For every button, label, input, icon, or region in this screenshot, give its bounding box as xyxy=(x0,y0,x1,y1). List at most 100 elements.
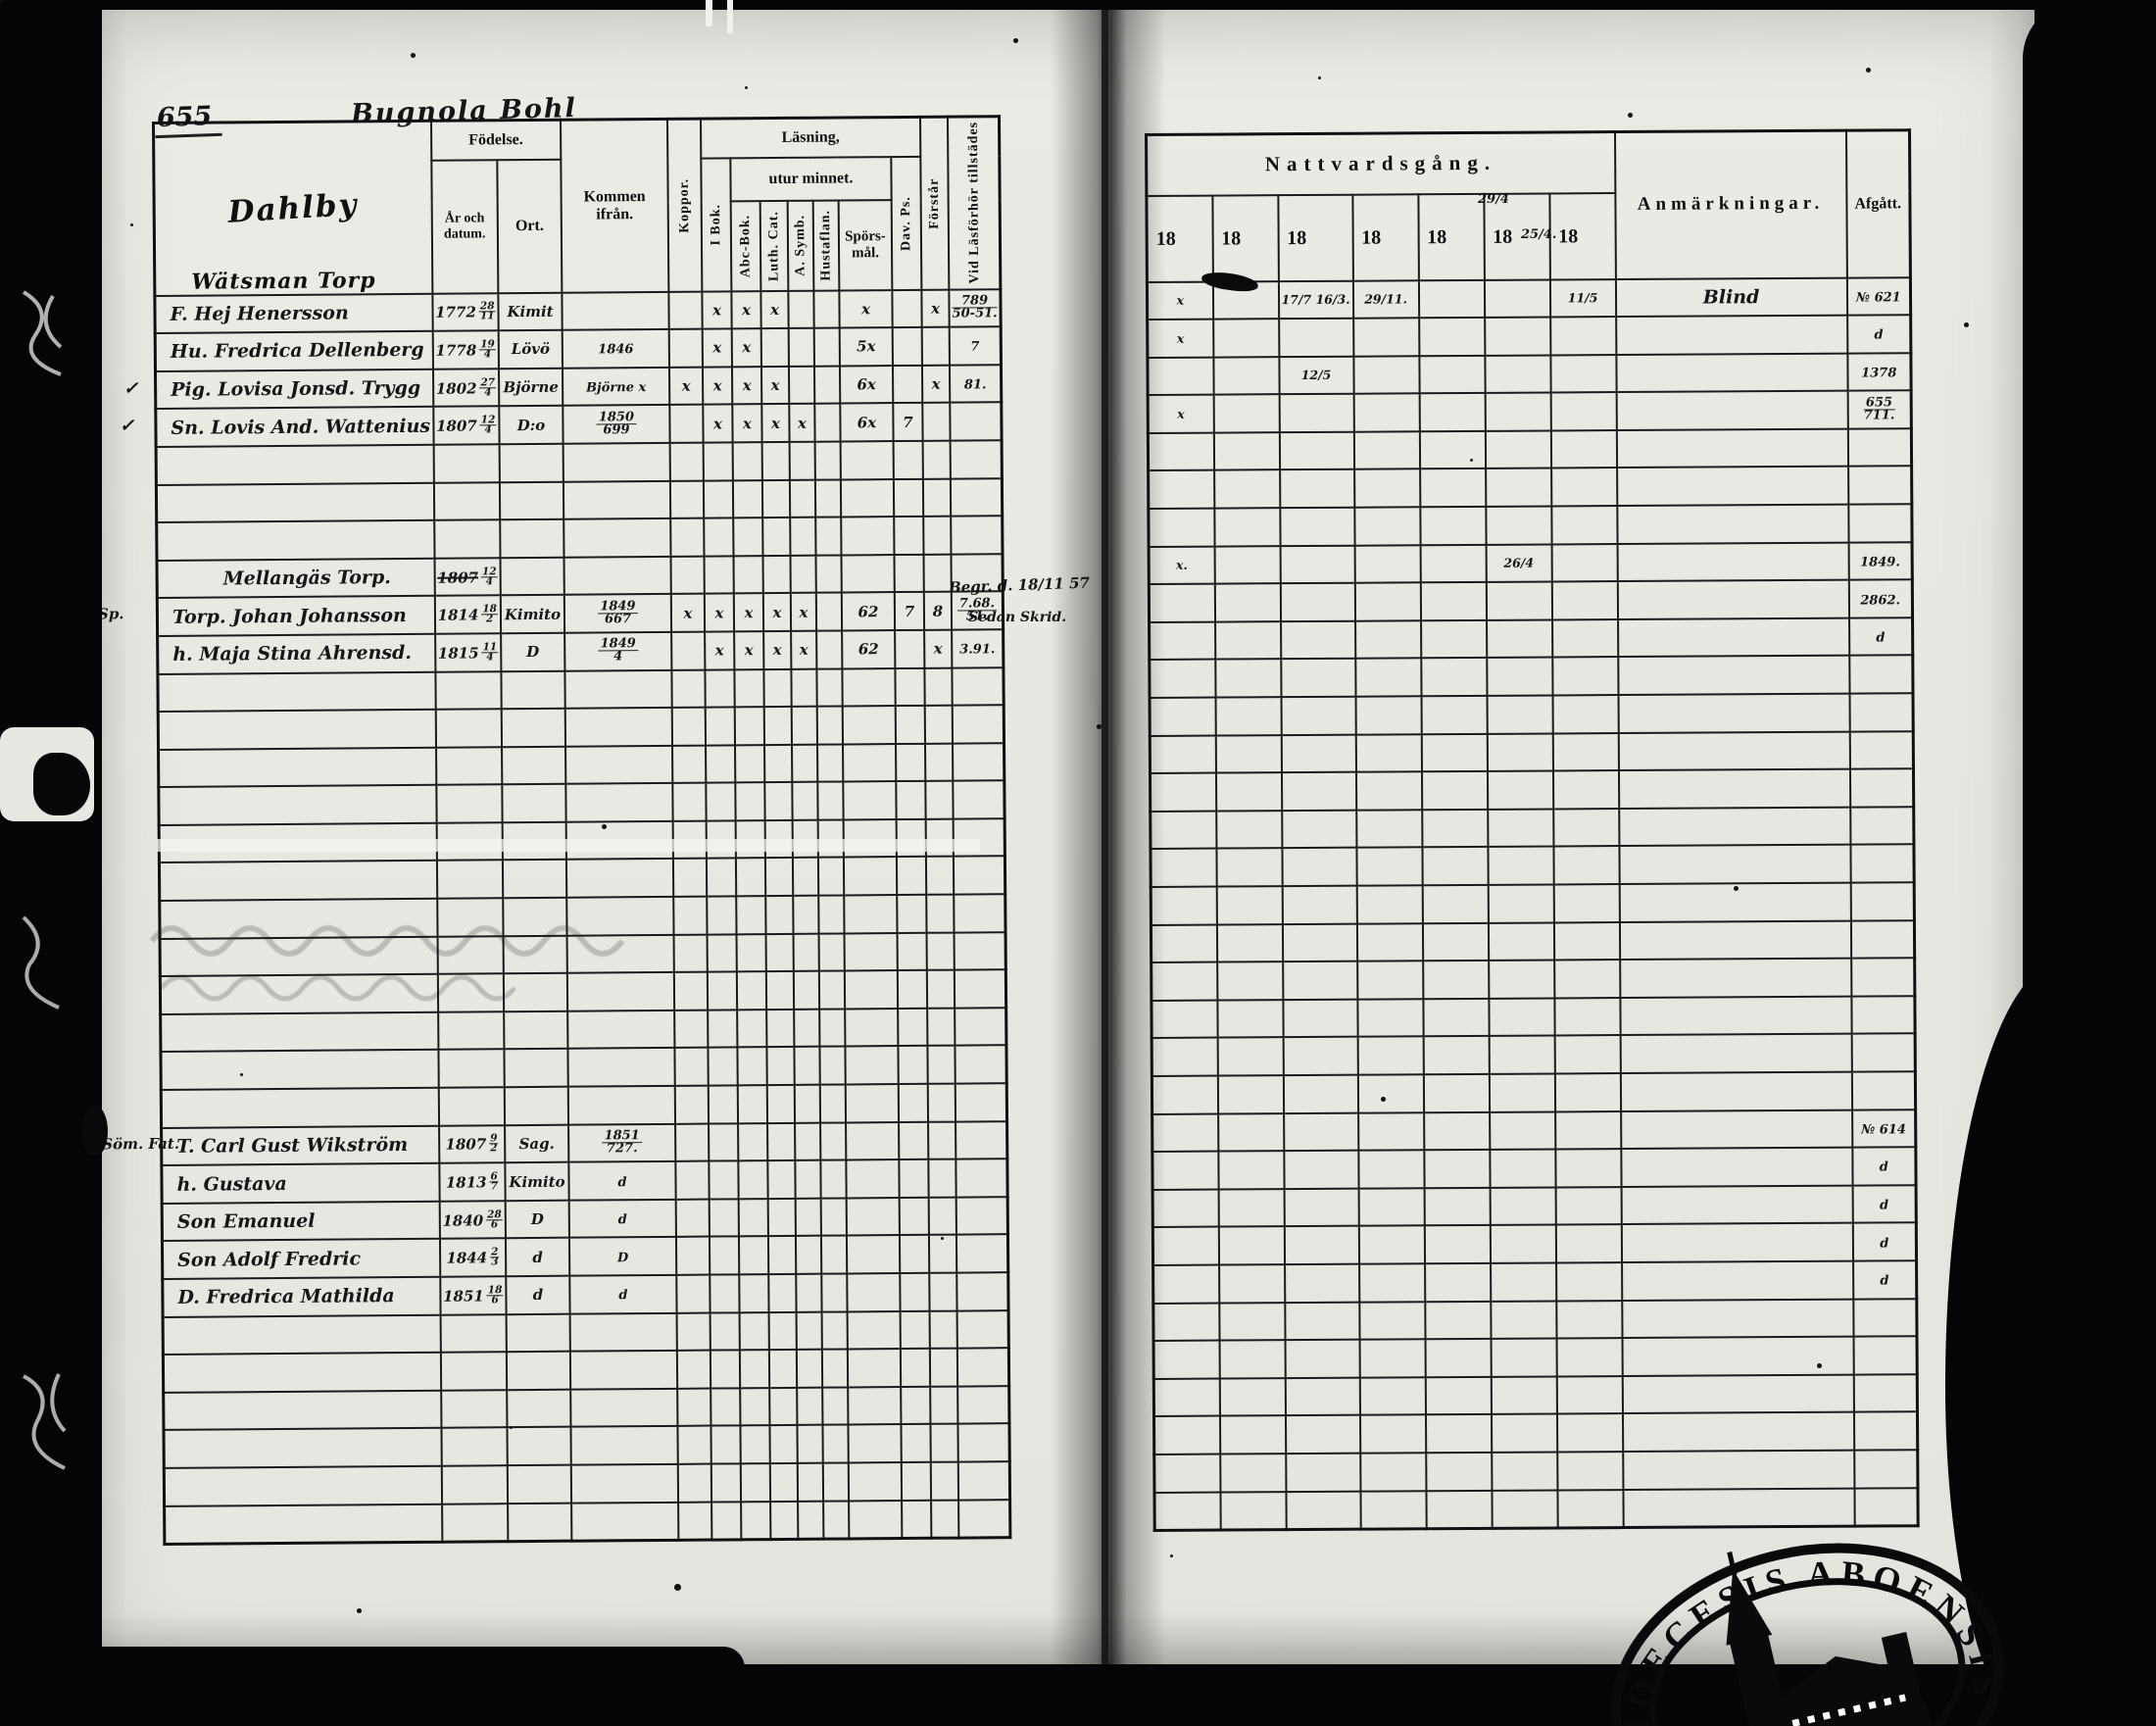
vid-lasforhor-cell xyxy=(956,1309,1009,1349)
mark-i-bok-cell: x xyxy=(702,328,732,368)
communion-year-cell xyxy=(1556,1489,1624,1528)
communion-year-cell xyxy=(1356,961,1423,1000)
mark-koppor-cell xyxy=(669,404,704,443)
record-row xyxy=(163,1423,1010,1468)
birth-date-cell: 1814 18 2 xyxy=(434,595,502,634)
vid-lasforhor-cell xyxy=(956,1159,1008,1198)
communion-year-cell xyxy=(1356,999,1424,1038)
mark-dav-ps-cell: 7 xyxy=(894,592,925,630)
communion-row xyxy=(1150,844,1915,887)
afgatt-cell xyxy=(1850,958,1915,997)
col-utur-minnet: utur minnet. xyxy=(730,156,892,201)
arrived-from-cell xyxy=(567,1010,675,1050)
person-name-cell xyxy=(160,1011,439,1053)
record-row xyxy=(156,516,1004,561)
year-column-header: 18 xyxy=(1211,194,1279,282)
communion-year-cell xyxy=(1551,543,1618,582)
mark-sporsmal-cell: 62 xyxy=(841,592,896,631)
person-name-cell xyxy=(158,747,436,788)
communion-year-cell xyxy=(1219,1454,1286,1493)
mark-hustaflan-cell xyxy=(821,1349,849,1388)
mark-luth-cat-cell xyxy=(766,1047,795,1086)
person-name-cell: Hu. Fredrica Dellenberg xyxy=(155,330,433,371)
afgatt-cell xyxy=(1849,844,1915,883)
col-anmarkningar: Anmärkningar. xyxy=(1614,130,1847,279)
mark-luth-cat-cell xyxy=(762,555,791,594)
mark-dav-ps-cell xyxy=(899,1197,929,1236)
communion-row: d xyxy=(1152,1260,1917,1304)
mark-abc-bok-cell xyxy=(738,1236,769,1275)
afgatt-cell xyxy=(1847,504,1913,543)
year-column-header: 18 xyxy=(1548,192,1616,279)
communion-year-cell xyxy=(1153,1340,1220,1379)
communion-year-cell xyxy=(1151,886,1217,925)
afgatt-cell: № 614 xyxy=(1851,1109,1916,1148)
arrived-from-cell xyxy=(565,745,673,785)
anmarkning-cell xyxy=(1620,1147,1853,1187)
communion-year-cell xyxy=(1488,884,1554,923)
mark-forstar-cell xyxy=(929,1310,957,1350)
communion-year-cell xyxy=(1283,1037,1358,1076)
mark-koppor-cell xyxy=(668,291,703,330)
mark-abc-bok-cell xyxy=(739,1311,769,1351)
col-a-symb: A. Symb. xyxy=(787,200,814,291)
anmarkning-cell xyxy=(1618,768,1850,809)
mark-luth-cat-cell xyxy=(766,1009,795,1048)
communion-year-cell xyxy=(1285,1414,1360,1455)
person-name: h. Maja Stina Ahrensd. xyxy=(172,642,413,666)
communion-year-cell xyxy=(1552,695,1619,734)
anmarkning-cell xyxy=(1620,1071,1852,1111)
stamp-church-silhouette xyxy=(1706,1551,1938,1726)
person-name: F. Hej Henersson xyxy=(170,302,349,325)
mark-sporsmal-cell xyxy=(845,1084,900,1123)
mark-sporsmal-cell xyxy=(848,1424,902,1463)
birth-date-cell: 1807 9 2 xyxy=(438,1124,506,1163)
anmarkning-cell xyxy=(1616,504,1849,544)
communion-year-cell xyxy=(1425,1414,1492,1454)
mark-sporsmal-cell: x xyxy=(839,289,893,328)
communion-year-cell xyxy=(1355,771,1422,811)
household-examination-table: Dahlby Wätsman Torp Födelse. Kommen ifrå… xyxy=(98,115,1012,1546)
mark-hustaflan-cell xyxy=(814,441,841,480)
communion-year-cell xyxy=(1553,921,1620,961)
communion-year-cell: x. xyxy=(1149,546,1215,585)
mark-i-bok-cell xyxy=(708,1010,738,1049)
communion-year-cell xyxy=(1216,923,1283,962)
communion-year-cell xyxy=(1357,1074,1424,1113)
mark-koppor-cell xyxy=(671,669,706,708)
person-name: h. Gustava xyxy=(176,1172,287,1196)
communion-year-cell xyxy=(1150,811,1216,850)
mark-i-bok-cell xyxy=(709,1199,739,1237)
communion-year-cell xyxy=(1423,1073,1490,1112)
communion-row: x 17/7 16/3. 29/11. 11/5 Blind № 621 xyxy=(1147,276,1911,321)
mark-sporsmal-cell xyxy=(840,441,894,480)
mark-forstar-cell xyxy=(927,1083,956,1122)
communion-year-cell xyxy=(1285,1491,1361,1530)
scan-edge-right-bulge xyxy=(1945,961,2156,1726)
vid-lasforhor-cell xyxy=(957,1461,1010,1501)
communion-year-cell xyxy=(1148,470,1214,510)
mark-forstar-cell xyxy=(928,1159,956,1198)
anmarkning-cell xyxy=(1622,1411,1854,1452)
mark-sporsmal-cell xyxy=(845,1008,899,1047)
person-name-cell xyxy=(159,861,437,902)
communion-year-cell xyxy=(1212,319,1279,358)
mark-forstar-cell: x xyxy=(924,629,953,668)
birth-place-cell xyxy=(504,1011,568,1050)
communion-year-cell xyxy=(1424,1187,1491,1226)
communion-year-cell xyxy=(1420,619,1487,659)
communion-year-cell xyxy=(1213,394,1280,433)
mark-dav-ps-cell xyxy=(894,516,924,555)
birth-date-cell xyxy=(435,746,503,786)
mark-forstar-cell xyxy=(923,516,952,555)
person-name-cell: Son Emanuel xyxy=(162,1201,440,1242)
communion-year-cell xyxy=(1485,430,1551,469)
birth-date-cell xyxy=(437,1011,505,1051)
birth-date-cell xyxy=(438,1049,505,1088)
record-row: Mellangäs Torp. 1807 12 4 xyxy=(157,553,1004,599)
communion-year-cell xyxy=(1148,432,1214,471)
communion-year-cell xyxy=(1421,847,1489,886)
communion-year-cell xyxy=(1490,1224,1556,1263)
mark-forstar-cell xyxy=(927,1046,956,1084)
communion-year-cell xyxy=(1214,583,1281,622)
